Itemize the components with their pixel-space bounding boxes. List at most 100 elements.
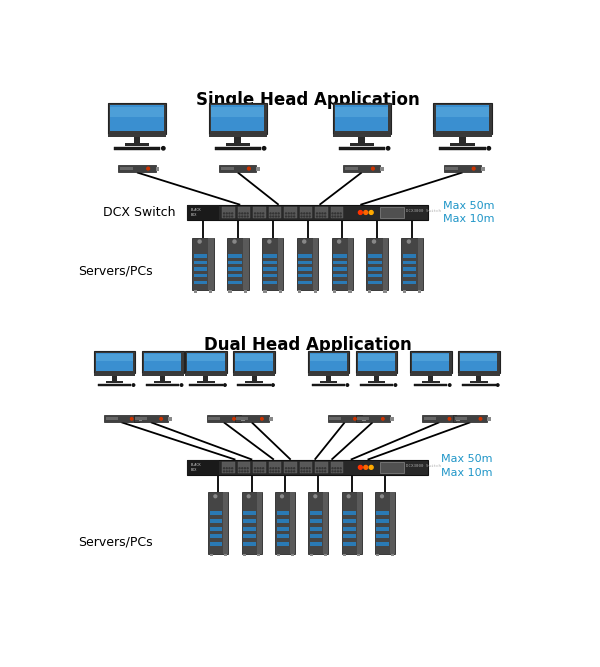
Bar — [298, 281, 312, 284]
Bar — [277, 512, 289, 516]
Bar — [215, 147, 261, 149]
Circle shape — [472, 167, 475, 170]
Circle shape — [301, 213, 302, 214]
Circle shape — [294, 468, 295, 469]
Bar — [208, 418, 220, 420]
Bar — [418, 290, 421, 293]
Bar — [94, 373, 136, 376]
Circle shape — [198, 240, 201, 243]
Bar — [332, 103, 391, 133]
Text: Servers/PCs: Servers/PCs — [78, 265, 152, 277]
Circle shape — [242, 468, 243, 469]
Circle shape — [382, 418, 384, 420]
Circle shape — [270, 216, 271, 217]
Bar — [343, 542, 356, 546]
Circle shape — [239, 471, 240, 472]
Circle shape — [294, 213, 295, 214]
Bar — [401, 238, 423, 290]
Bar — [310, 542, 322, 546]
Circle shape — [224, 384, 226, 386]
Bar — [243, 542, 256, 546]
Circle shape — [337, 213, 338, 214]
Circle shape — [247, 468, 248, 469]
Bar — [269, 417, 272, 421]
Circle shape — [278, 216, 279, 217]
Circle shape — [294, 471, 295, 472]
Circle shape — [319, 213, 320, 214]
Bar — [422, 416, 457, 422]
Bar — [357, 418, 369, 420]
Circle shape — [268, 240, 271, 243]
Bar — [290, 554, 293, 556]
Bar — [209, 103, 267, 133]
Circle shape — [232, 471, 233, 472]
Bar — [380, 462, 404, 473]
Circle shape — [304, 468, 305, 469]
Circle shape — [303, 240, 306, 243]
Bar — [414, 384, 448, 386]
Circle shape — [369, 466, 373, 470]
Bar — [348, 238, 353, 290]
Bar — [310, 554, 313, 556]
Bar — [263, 254, 277, 257]
Circle shape — [497, 384, 499, 386]
Bar — [234, 137, 241, 143]
Bar — [187, 460, 218, 475]
Bar — [269, 207, 281, 218]
Bar — [343, 534, 356, 538]
Bar — [403, 290, 406, 293]
Circle shape — [242, 213, 243, 214]
Bar — [144, 354, 181, 362]
Circle shape — [214, 495, 217, 498]
Circle shape — [291, 216, 292, 217]
Bar — [329, 418, 341, 420]
Circle shape — [275, 471, 277, 472]
Bar — [458, 373, 500, 376]
Circle shape — [288, 468, 289, 469]
Bar — [243, 519, 256, 523]
Bar — [203, 376, 208, 381]
Bar — [194, 261, 207, 264]
Circle shape — [340, 216, 341, 217]
Bar — [244, 290, 247, 293]
Bar — [410, 373, 452, 376]
Bar — [344, 167, 358, 170]
Bar — [338, 147, 385, 149]
Bar — [460, 354, 497, 362]
Circle shape — [278, 468, 279, 469]
Bar — [210, 519, 223, 523]
Bar — [146, 384, 179, 386]
Circle shape — [232, 468, 233, 469]
Circle shape — [337, 468, 338, 469]
Bar — [263, 261, 277, 264]
Circle shape — [371, 167, 374, 170]
Circle shape — [181, 384, 183, 386]
Circle shape — [257, 213, 258, 214]
Circle shape — [247, 495, 250, 498]
Text: Servers/PCs: Servers/PCs — [78, 536, 152, 548]
Bar — [458, 351, 500, 373]
Circle shape — [322, 468, 323, 469]
Bar — [243, 534, 256, 538]
Bar — [300, 462, 313, 473]
Bar — [436, 105, 489, 131]
Circle shape — [273, 213, 274, 214]
Bar — [481, 167, 485, 171]
Bar — [187, 354, 224, 362]
Bar — [324, 554, 327, 556]
Circle shape — [335, 471, 336, 472]
Bar — [229, 261, 242, 264]
Circle shape — [239, 213, 240, 214]
Bar — [263, 290, 266, 293]
Circle shape — [272, 384, 274, 386]
Circle shape — [291, 468, 292, 469]
Circle shape — [275, 216, 277, 217]
Bar — [457, 417, 460, 421]
Bar — [360, 384, 393, 386]
Bar — [358, 354, 395, 362]
Text: BLACK
BOX: BLACK BOX — [190, 463, 201, 472]
Circle shape — [244, 213, 245, 214]
Circle shape — [257, 471, 258, 472]
Bar — [243, 512, 256, 516]
Bar — [403, 281, 416, 284]
